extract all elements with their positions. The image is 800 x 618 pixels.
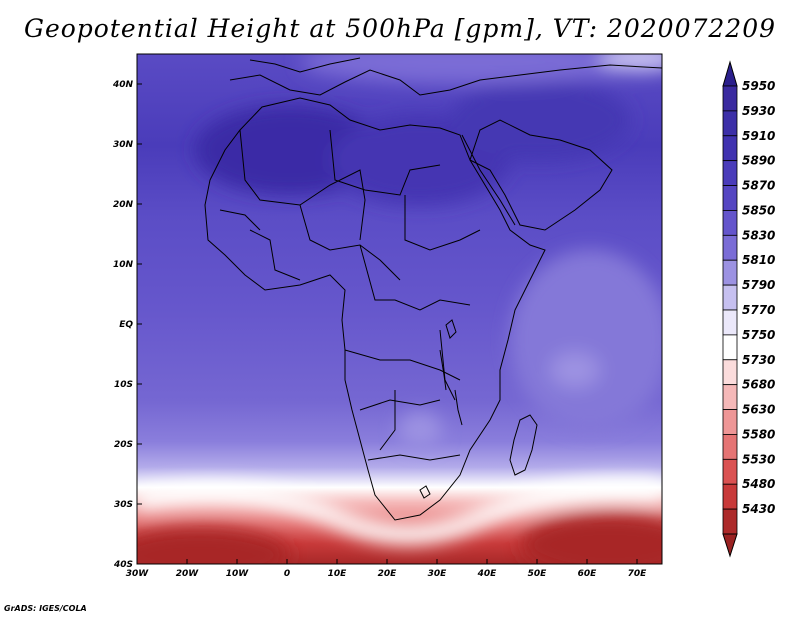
colorbar-swatch [723, 484, 737, 509]
lon-tick-label: 10W [226, 569, 250, 579]
lat-tick-label: 20S [114, 440, 133, 450]
lon-tick-label: 40E [477, 569, 498, 579]
colorbar-swatch [723, 385, 737, 410]
colorbar-label: 5530 [742, 452, 775, 466]
colorbar-label: 5750 [742, 328, 775, 342]
colorbar-swatch [723, 186, 737, 211]
colorbar-swatch [723, 111, 737, 136]
lon-tick-label: 70E [628, 569, 648, 579]
lat-tick-label: 10S [114, 380, 133, 390]
colorbar-swatch [723, 335, 737, 360]
colorbar-label: 5810 [742, 253, 775, 267]
colorbar-label: 5680 [742, 378, 775, 392]
colorbar-label: 5890 [742, 154, 775, 168]
lon-tick-label: 30W [126, 569, 150, 579]
colorbar-swatch [723, 509, 737, 534]
colorbar-swatch [723, 434, 737, 459]
lat-tick-label: EQ [119, 320, 133, 330]
colorbar-swatch [723, 285, 737, 310]
colorbar-label: 5630 [742, 403, 775, 417]
lon-tick-label: 20E [378, 569, 398, 579]
colorbar-swatch [723, 86, 737, 111]
colorbar-swatch [723, 260, 737, 285]
colorbar-swatch [723, 136, 737, 161]
lat-tick-label: 30S [114, 500, 133, 510]
lat-tick-label: 10N [113, 260, 134, 270]
colorbar-label: 5830 [742, 228, 775, 242]
height-field [110, 40, 700, 583]
colorbar-swatch [723, 459, 737, 484]
colorbar-label: 5790 [742, 278, 775, 292]
colorbar-top-cap [723, 62, 737, 86]
colorbar-label: 5930 [742, 104, 775, 118]
lon-tick-label: 20W [176, 569, 200, 579]
lon-tick-label: 30E [428, 569, 448, 579]
colorbar-label: 5770 [742, 303, 775, 317]
colorbar: 5950 5930 5910 5890 5870 5850 5830 5810 5790 5770… [723, 62, 775, 556]
lat-tick-label: 40S [113, 560, 133, 570]
colorbar-swatch [723, 410, 737, 435]
colorbar-label: 5580 [742, 427, 775, 441]
grads-credit: GrADS: IGES/COLA [4, 604, 87, 613]
colorbar-label: 5480 [742, 477, 775, 491]
lon-tick-label: 0 [284, 569, 290, 579]
colorbar-bottom-cap [723, 534, 737, 556]
lat-tick-label: 30N [113, 140, 134, 150]
lon-tick-label: 10E [328, 569, 348, 579]
colorbar-label: 5430 [742, 502, 775, 516]
lat-tick-label: 20N [113, 200, 134, 210]
colorbar-label: 5950 [742, 79, 775, 93]
colorbar-label: 5910 [742, 129, 775, 143]
colorbar-swatch [723, 360, 737, 385]
colorbar-swatch [723, 161, 737, 186]
lon-tick-label: 50E [528, 569, 548, 579]
colorbar-label: 5850 [742, 203, 775, 217]
colorbar-label: 5730 [742, 353, 775, 367]
colorbar-swatch [723, 210, 737, 235]
colorbar-swatch [723, 310, 737, 335]
lon-tick-label: 60E [578, 569, 598, 579]
colorbar-swatch [723, 235, 737, 260]
colorbar-label: 5870 [742, 179, 775, 193]
lat-tick-label: 40N [112, 80, 134, 90]
